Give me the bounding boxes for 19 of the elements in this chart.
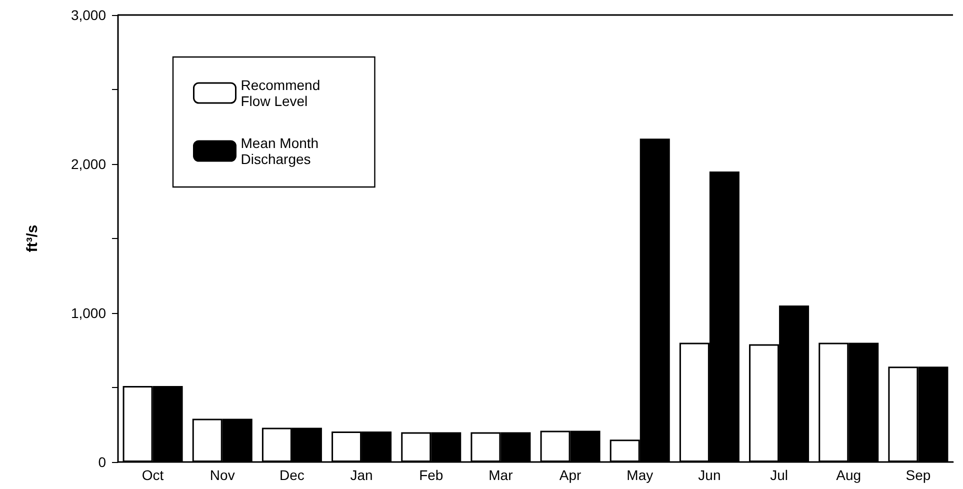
- x-tick-label: Aug: [836, 467, 862, 483]
- y-axis-title: ft³/s: [24, 224, 41, 252]
- x-tick-label: May: [626, 467, 654, 483]
- x-tick-label: Apr: [559, 467, 582, 483]
- y-tick-label: 1,000: [70, 305, 106, 321]
- x-tick-label: Oct: [142, 467, 164, 483]
- legend-label: Mean Month Discharges: [240, 135, 322, 167]
- legend-label: Recommend Flow Level: [240, 77, 324, 109]
- y-tick-label: 3,000: [70, 7, 106, 23]
- x-tick-label: Jun: [698, 467, 721, 483]
- x-tick-label: Jul: [770, 467, 788, 483]
- x-tick-label: Sep: [906, 467, 931, 483]
- y-tick-label: 2,000: [70, 156, 106, 172]
- x-tick-label: Jan: [350, 467, 373, 483]
- x-tick-label: Feb: [419, 467, 444, 483]
- x-tick-label: Mar: [488, 467, 514, 483]
- x-tick-label: Dec: [280, 467, 304, 483]
- y-tick-label: 0: [98, 454, 106, 470]
- x-tick-label: Nov: [210, 467, 235, 483]
